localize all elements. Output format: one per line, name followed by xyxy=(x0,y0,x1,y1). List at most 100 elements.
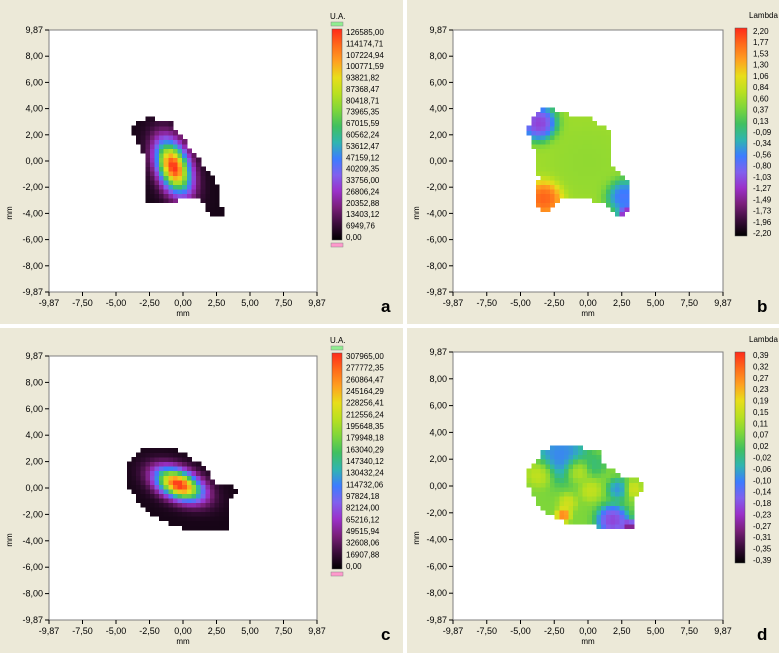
heatmap-cell xyxy=(154,139,160,145)
heatmap-cell xyxy=(154,493,160,499)
heatmap-cell xyxy=(168,121,174,127)
heatmap-cell xyxy=(191,520,197,526)
heatmap-cell xyxy=(624,179,630,185)
y-tick-label: 4,00 xyxy=(25,104,43,114)
colorbar-tick-label: -1,27 xyxy=(753,184,772,193)
heatmap-cell xyxy=(577,116,584,122)
heatmap-cell xyxy=(540,188,546,194)
colorbar-tick-label: 212556,24 xyxy=(346,410,384,419)
heatmap-cell xyxy=(549,459,556,465)
heatmap-cell xyxy=(568,166,574,172)
heatmap-cell xyxy=(559,112,565,118)
heatmap-cell xyxy=(601,166,607,172)
heatmap-cell xyxy=(209,493,216,499)
heatmap-cell xyxy=(149,484,156,490)
heatmap-cell xyxy=(154,121,160,127)
y-tick-label: 8,00 xyxy=(429,374,447,384)
heatmap-cell xyxy=(191,157,197,163)
heatmap-cell xyxy=(159,170,165,176)
heatmap-cell xyxy=(549,143,556,149)
heatmap-cell xyxy=(200,188,206,194)
heatmap-cell xyxy=(596,468,602,474)
heatmap-cell xyxy=(159,484,165,490)
heatmap-cell xyxy=(186,170,193,176)
heatmap-cell xyxy=(163,139,169,145)
heatmap-cell xyxy=(209,197,216,204)
heatmap-cell xyxy=(577,514,584,520)
heatmap-cell xyxy=(536,148,542,154)
heatmap-cell xyxy=(624,206,630,213)
heatmap-cell xyxy=(577,491,584,497)
heatmap-cell xyxy=(205,475,211,481)
heatmap-cell xyxy=(209,488,216,494)
heatmap-cell xyxy=(163,170,169,176)
heatmap-cell xyxy=(126,461,133,467)
heatmap-cell xyxy=(136,479,142,485)
heatmap-cell xyxy=(596,519,602,525)
heatmap-cell xyxy=(163,193,169,199)
heatmap-cell xyxy=(596,188,602,194)
heatmap-cell xyxy=(149,497,156,504)
heatmap-cell xyxy=(172,188,179,194)
heatmap-cell xyxy=(172,461,179,467)
heatmap-cell xyxy=(568,175,574,181)
heatmap-cell xyxy=(140,493,146,499)
heatmap-cell xyxy=(596,514,602,520)
heatmap-cell xyxy=(615,514,621,520)
y-tick-label: -4,00 xyxy=(426,208,447,218)
heatmap-cell xyxy=(545,161,551,167)
x-tick-label: 9,87 xyxy=(714,626,732,636)
heatmap-cell xyxy=(182,525,188,531)
heatmap-cell xyxy=(205,179,211,185)
y-tick-label: -6,00 xyxy=(22,235,43,245)
heatmap-cell xyxy=(154,511,160,517)
heatmap-cell xyxy=(131,470,137,476)
colorbar-tick-label: 307965,00 xyxy=(346,352,384,361)
heatmap-cell xyxy=(554,157,560,163)
heatmap-cell xyxy=(559,463,565,469)
heatmap-cell xyxy=(149,456,156,463)
heatmap-cell xyxy=(196,484,202,490)
heatmap-cell xyxy=(605,514,612,520)
heatmap-cell xyxy=(186,461,193,467)
heatmap-cell xyxy=(540,130,546,136)
heatmap-cell xyxy=(159,134,165,140)
colorbar xyxy=(331,352,343,570)
heatmap-cell xyxy=(536,170,542,176)
heatmap-cell xyxy=(601,509,607,516)
heatmap-cell xyxy=(615,523,621,529)
heatmap-cell xyxy=(563,112,570,118)
heatmap-cell xyxy=(587,505,593,511)
heatmap-cell xyxy=(573,134,579,140)
heatmap-cell xyxy=(545,166,551,172)
heatmap-cell xyxy=(549,157,556,163)
heatmap-cell xyxy=(619,175,625,181)
heatmap-cell xyxy=(182,188,188,194)
heatmap-cell xyxy=(214,188,220,194)
heatmap-cell xyxy=(159,506,165,513)
heatmap-cell xyxy=(591,477,598,483)
heatmap-cell xyxy=(177,161,183,167)
heatmap-cell xyxy=(209,511,216,517)
heatmap-cell xyxy=(573,179,579,185)
heatmap-cell xyxy=(563,463,570,469)
heatmap-cell xyxy=(149,184,156,190)
heatmap-cell xyxy=(554,175,560,181)
heatmap-cell xyxy=(605,477,612,483)
heatmap-cell xyxy=(605,509,612,516)
heatmap-cell xyxy=(577,519,584,525)
heatmap-cell xyxy=(223,484,229,490)
heatmap-cell xyxy=(214,484,220,490)
heatmap-cell xyxy=(624,197,630,204)
y-tick-label: -4,00 xyxy=(22,208,43,218)
heatmap-cell xyxy=(172,470,179,476)
heatmap-cell xyxy=(154,488,160,494)
heatmap-cell xyxy=(145,152,151,158)
heatmap-cell xyxy=(549,161,556,167)
heatmap-cell xyxy=(168,130,174,136)
heatmap-cell xyxy=(577,152,584,158)
heatmap-cell xyxy=(549,463,556,469)
heatmap-cell xyxy=(172,456,179,463)
colorbar-max-marker xyxy=(330,345,344,351)
heatmap-cell xyxy=(536,468,542,474)
